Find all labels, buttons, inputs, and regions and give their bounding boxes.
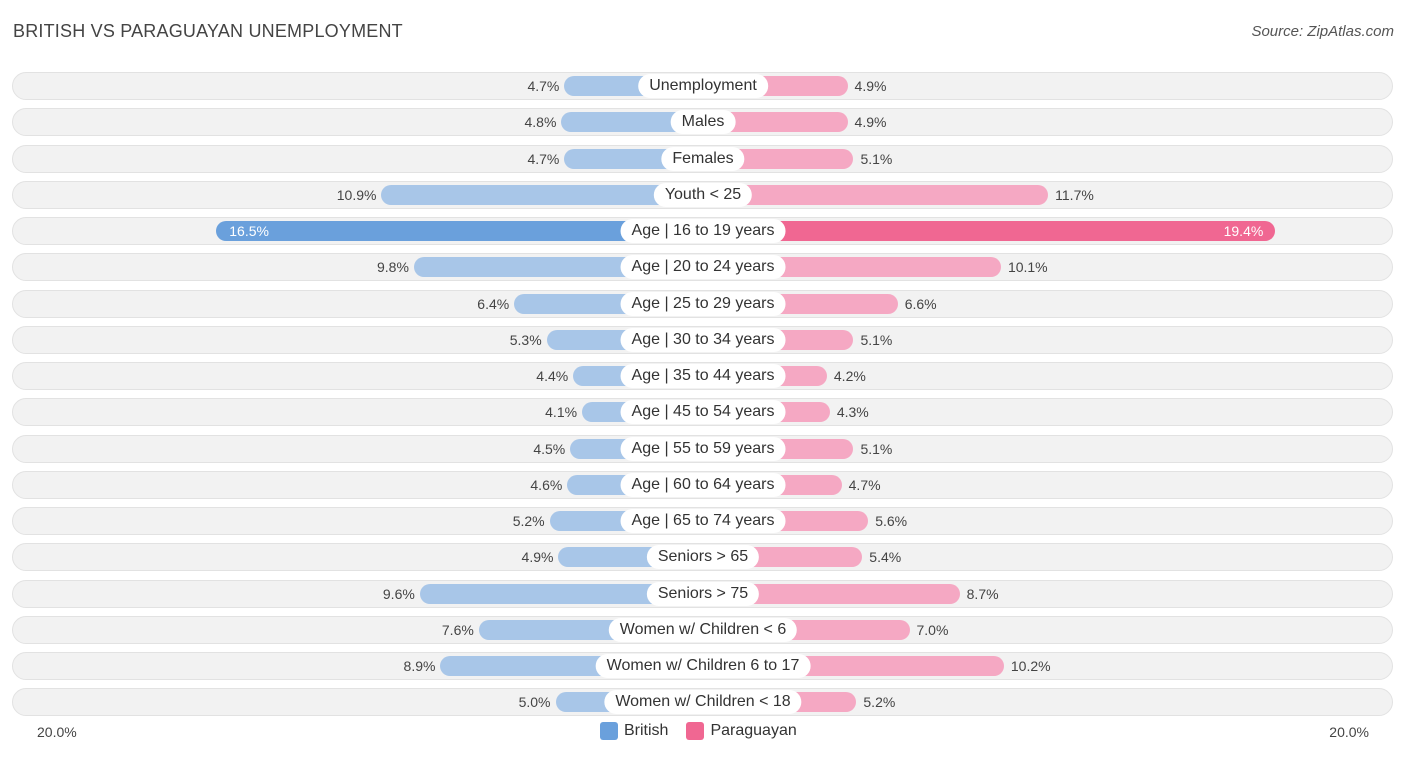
bar-paraguayan[interactable]	[693, 184, 1049, 205]
value-label-british: 16.5%	[229, 223, 269, 239]
category-label: Age | 65 to 74 years	[620, 509, 786, 533]
category-label: Age | 25 to 29 years	[620, 291, 786, 316]
value-label-paraguayan: 4.9%	[854, 78, 887, 94]
value-label-british: 4.9%	[521, 549, 554, 566]
bar-british[interactable]	[216, 221, 713, 241]
category-label: Age | 20 to 24 years	[620, 255, 786, 280]
value-label-british: 4.1%	[545, 404, 578, 421]
category-label: Age | 35 to 44 years	[620, 364, 786, 388]
bar-british[interactable]	[419, 583, 713, 604]
value-label-paraguayan: 5.1%	[860, 150, 893, 167]
value-label-british: 8.9%	[403, 658, 436, 674]
value-label-british: 4.8%	[524, 114, 557, 131]
value-label-paraguayan: 4.9%	[854, 114, 887, 131]
category-label: Males	[670, 110, 736, 135]
value-label-british: 4.5%	[533, 440, 566, 457]
category-label: Seniors > 65	[646, 545, 760, 570]
category-label: Seniors > 75	[646, 581, 760, 606]
value-label-paraguayan: 5.1%	[860, 331, 893, 348]
value-label-paraguayan: 8.7%	[966, 585, 999, 602]
value-label-british: 5.0%	[518, 694, 551, 711]
value-label-paraguayan: 6.6%	[904, 295, 937, 312]
value-label-paraguayan: 7.0%	[916, 621, 949, 638]
category-label: Unemployment	[638, 74, 768, 98]
category-label: Women w/ Children < 18	[604, 690, 802, 715]
value-label-british: 4.4%	[536, 368, 569, 384]
axis-left-label: 20.0%	[37, 724, 77, 740]
value-label-paraguayan: 19.4%	[1223, 223, 1264, 239]
legend-item-paraguayan[interactable]: Paraguayan	[686, 722, 797, 740]
category-label: Age | 45 to 54 years	[620, 400, 786, 425]
category-label: Youth < 25	[653, 182, 753, 207]
value-label-paraguayan: 5.2%	[863, 694, 896, 711]
source-note: Source: ZipAtlas.com	[1251, 23, 1394, 40]
value-label-paraguayan: 5.6%	[875, 513, 908, 529]
value-label-british: 9.6%	[382, 585, 415, 602]
axis-right-label: 20.0%	[1329, 724, 1369, 740]
value-label-british: 4.7%	[527, 78, 560, 94]
value-label-paraguayan: 4.7%	[848, 476, 881, 493]
legend-item-british[interactable]: British	[600, 722, 668, 740]
value-label-paraguayan: 10.1%	[1007, 259, 1048, 276]
category-label: Age | 55 to 59 years	[620, 436, 786, 461]
legend-swatch-paraguayan	[686, 722, 705, 740]
category-label: Women w/ Children 6 to 17	[595, 654, 811, 678]
value-label-british: 5.2%	[512, 513, 545, 529]
category-label: Age | 16 to 19 years	[620, 219, 786, 243]
bar-british[interactable]	[381, 184, 713, 205]
value-label-paraguayan: 4.3%	[836, 404, 869, 421]
legend-swatch-british	[600, 722, 618, 740]
bar-paraguayan[interactable]	[693, 583, 960, 604]
value-label-paraguayan: 5.1%	[860, 440, 893, 457]
value-label-british: 5.3%	[509, 331, 542, 348]
value-label-paraguayan: 4.2%	[833, 368, 866, 384]
value-label-british: 7.6%	[441, 621, 474, 638]
category-label: Women w/ Children < 6	[608, 617, 798, 642]
value-label-paraguayan: 11.7%	[1055, 186, 1094, 203]
category-label: Age | 60 to 64 years	[620, 472, 786, 497]
value-label-british: 9.8%	[376, 259, 409, 276]
value-label-paraguayan: 5.4%	[869, 549, 902, 566]
value-label-british: 10.9%	[336, 186, 377, 203]
chart-title: BRITISH VS PARAGUAYAN UNEMPLOYMENT	[13, 21, 403, 41]
category-label: Females	[661, 146, 745, 171]
legend-label-paraguayan: Paraguayan	[710, 722, 797, 739]
bar-paraguayan[interactable]	[693, 221, 1276, 241]
legend: British Paraguayan	[600, 722, 815, 740]
value-label-british: 6.4%	[477, 295, 510, 312]
category-label: Age | 30 to 34 years	[620, 327, 786, 352]
value-label-paraguayan: 10.2%	[1010, 658, 1051, 674]
value-label-british: 4.7%	[527, 150, 560, 167]
legend-label-british: British	[624, 722, 669, 739]
value-label-british: 4.6%	[530, 476, 563, 493]
